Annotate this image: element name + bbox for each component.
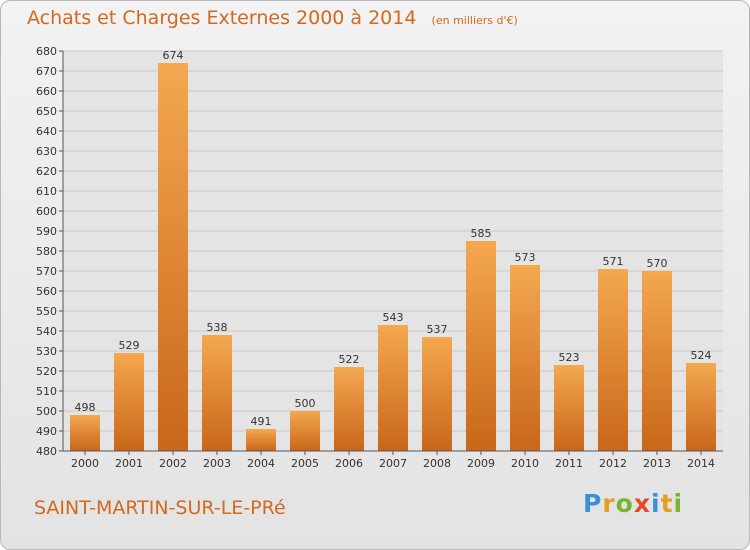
data-label: 500 xyxy=(295,397,316,410)
proxiti-logo: Proxiti xyxy=(583,489,683,518)
bar xyxy=(246,429,276,451)
data-label: 524 xyxy=(691,349,712,362)
logo-letter: r xyxy=(602,489,616,518)
data-label: 585 xyxy=(471,227,492,240)
y-tick-label: 640 xyxy=(36,125,57,138)
y-tick-label: 630 xyxy=(36,145,57,158)
bar xyxy=(378,325,408,451)
y-tick-label: 590 xyxy=(36,225,57,238)
chart-subtitle: (en milliers d'€) xyxy=(431,14,518,27)
bar xyxy=(554,365,584,451)
bar xyxy=(642,271,672,451)
logo-letter: i xyxy=(651,489,661,518)
y-tick-label: 680 xyxy=(36,45,57,58)
data-label: 573 xyxy=(515,251,536,264)
y-tick-label: 530 xyxy=(36,345,57,358)
x-tick-label: 2008 xyxy=(423,457,451,470)
bar xyxy=(290,411,320,451)
x-tick-label: 2007 xyxy=(379,457,407,470)
x-tick-label: 2003 xyxy=(203,457,231,470)
y-tick-label: 600 xyxy=(36,205,57,218)
y-tick-label: 500 xyxy=(36,405,57,418)
data-label: 538 xyxy=(207,321,228,334)
data-label: 491 xyxy=(251,415,272,428)
bar xyxy=(202,335,232,451)
logo-letter: t xyxy=(660,489,674,518)
bar xyxy=(598,269,628,451)
x-tick-label: 2000 xyxy=(71,457,99,470)
bar xyxy=(686,363,716,451)
data-label: 543 xyxy=(383,311,404,324)
data-labels: 498 529 674 538 491 500 522 543 537 585 573 523 571 5… xyxy=(75,49,712,428)
y-tick-label: 670 xyxy=(36,65,57,78)
y-tick-label: 540 xyxy=(36,325,57,338)
x-tick-label: 2005 xyxy=(291,457,319,470)
y-axis-ticks: 480 490 500 510 520 530 540 550 560 570 580 590 600 6… xyxy=(36,45,63,458)
y-tick-label: 620 xyxy=(36,165,57,178)
y-tick-label: 480 xyxy=(36,445,57,458)
data-label: 674 xyxy=(163,49,184,62)
data-label: 571 xyxy=(603,255,624,268)
data-label: 498 xyxy=(75,401,96,414)
logo-letter: P xyxy=(583,489,603,518)
data-label: 522 xyxy=(339,353,360,366)
y-tick-label: 550 xyxy=(36,305,57,318)
x-tick-label: 2013 xyxy=(643,457,671,470)
bars xyxy=(70,63,716,451)
x-tick-label: 2006 xyxy=(335,457,363,470)
y-tick-label: 510 xyxy=(36,385,57,398)
y-tick-label: 660 xyxy=(36,85,57,98)
x-tick-label: 2010 xyxy=(511,457,539,470)
y-tick-label: 560 xyxy=(36,285,57,298)
bar xyxy=(70,415,100,451)
x-axis-ticks: 2000 2001 2002 2003 2004 2005 2006 2007 2008 2009… xyxy=(71,451,715,470)
data-label: 570 xyxy=(647,257,668,270)
y-tick-label: 490 xyxy=(36,425,57,438)
data-label: 537 xyxy=(427,323,448,336)
bar xyxy=(466,241,496,451)
bar xyxy=(510,265,540,451)
bar xyxy=(114,353,144,451)
x-tick-label: 2014 xyxy=(687,457,715,470)
chart-title-block: Achats et Charges Externes 2000 à 2014 (… xyxy=(27,7,518,29)
data-label: 523 xyxy=(559,351,580,364)
x-tick-label: 2011 xyxy=(555,457,583,470)
y-tick-label: 580 xyxy=(36,245,57,258)
bar xyxy=(334,367,364,451)
commune-name: SAINT-MARTIN-SUR-LE-PRé xyxy=(34,497,286,519)
y-tick-label: 570 xyxy=(36,265,57,278)
x-tick-label: 2002 xyxy=(159,457,187,470)
bar xyxy=(158,63,188,451)
x-tick-label: 2012 xyxy=(599,457,627,470)
logo-letter: i xyxy=(673,489,684,518)
chart-title: Achats et Charges Externes 2000 à 2014 xyxy=(27,7,417,29)
logo-letter: o xyxy=(615,489,634,518)
bar xyxy=(422,337,452,451)
x-tick-label: 2001 xyxy=(115,457,143,470)
y-tick-label: 610 xyxy=(36,185,57,198)
data-label: 529 xyxy=(119,339,140,352)
x-tick-label: 2004 xyxy=(247,457,275,470)
logo-letter: x xyxy=(633,489,651,518)
y-tick-label: 520 xyxy=(36,365,57,378)
y-tick-label: 650 xyxy=(36,105,57,118)
x-tick-label: 2009 xyxy=(467,457,495,470)
